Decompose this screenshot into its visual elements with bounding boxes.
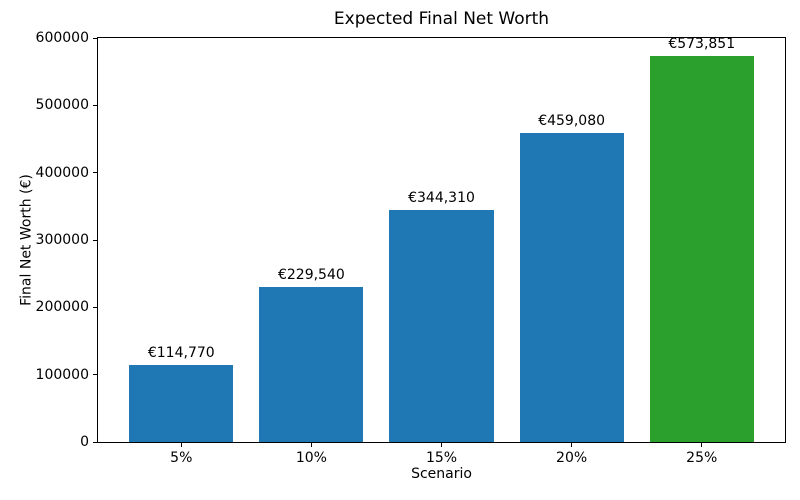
x-tick-mark — [571, 443, 573, 447]
y-tick-label: 500000 — [35, 97, 89, 114]
y-tick-mark — [93, 374, 97, 376]
y-tick-label: 600000 — [35, 30, 89, 46]
y-tick-label: 0 — [80, 434, 89, 450]
bar-15% — [389, 210, 494, 442]
x-tick-label-15%: 15% — [425, 450, 458, 466]
y-tick-mark — [93, 37, 97, 39]
x-tick-label-25%: 25% — [686, 450, 718, 466]
y-tick-mark — [93, 441, 97, 443]
y-tick-label: 100000 — [35, 366, 89, 383]
x-tick-label-10%: 10% — [295, 450, 327, 466]
bar-25% — [649, 55, 754, 442]
x-tick-label-20%: 20% — [556, 450, 588, 466]
bar-value-label-10%: €229,540 — [277, 267, 345, 284]
y-tick-mark — [93, 306, 97, 308]
y-tick-label: 400000 — [35, 164, 89, 181]
bar-10% — [259, 287, 364, 442]
y-tick-label: 200000 — [35, 299, 89, 316]
bar-value-label-5%: €114,770 — [147, 344, 215, 361]
x-tick-mark — [441, 443, 442, 447]
y-tick-mark — [93, 172, 97, 174]
x-axis-label: Scenario — [411, 466, 472, 482]
bar-5% — [129, 364, 234, 442]
plot-area: €114,770 €229,540 €344,310 €459,080 €573,851 — [97, 35, 786, 443]
x-tick-mark — [701, 443, 703, 447]
y-tick-label: 300000 — [35, 232, 89, 248]
y-tick-mark — [93, 239, 97, 241]
bar-20% — [519, 132, 624, 442]
x-tick-mark — [180, 443, 182, 447]
x-tick-mark — [310, 443, 312, 447]
bar-value-label-25%: €573,851 — [668, 35, 736, 52]
bar-value-label-20%: €459,080 — [538, 112, 606, 129]
x-tick-label-5%: 5% — [170, 450, 193, 466]
chart-title: Expected Final Net Worth — [333, 9, 550, 29]
y-tick-mark — [93, 104, 97, 106]
bar-value-label-15%: €344,310 — [408, 190, 475, 207]
